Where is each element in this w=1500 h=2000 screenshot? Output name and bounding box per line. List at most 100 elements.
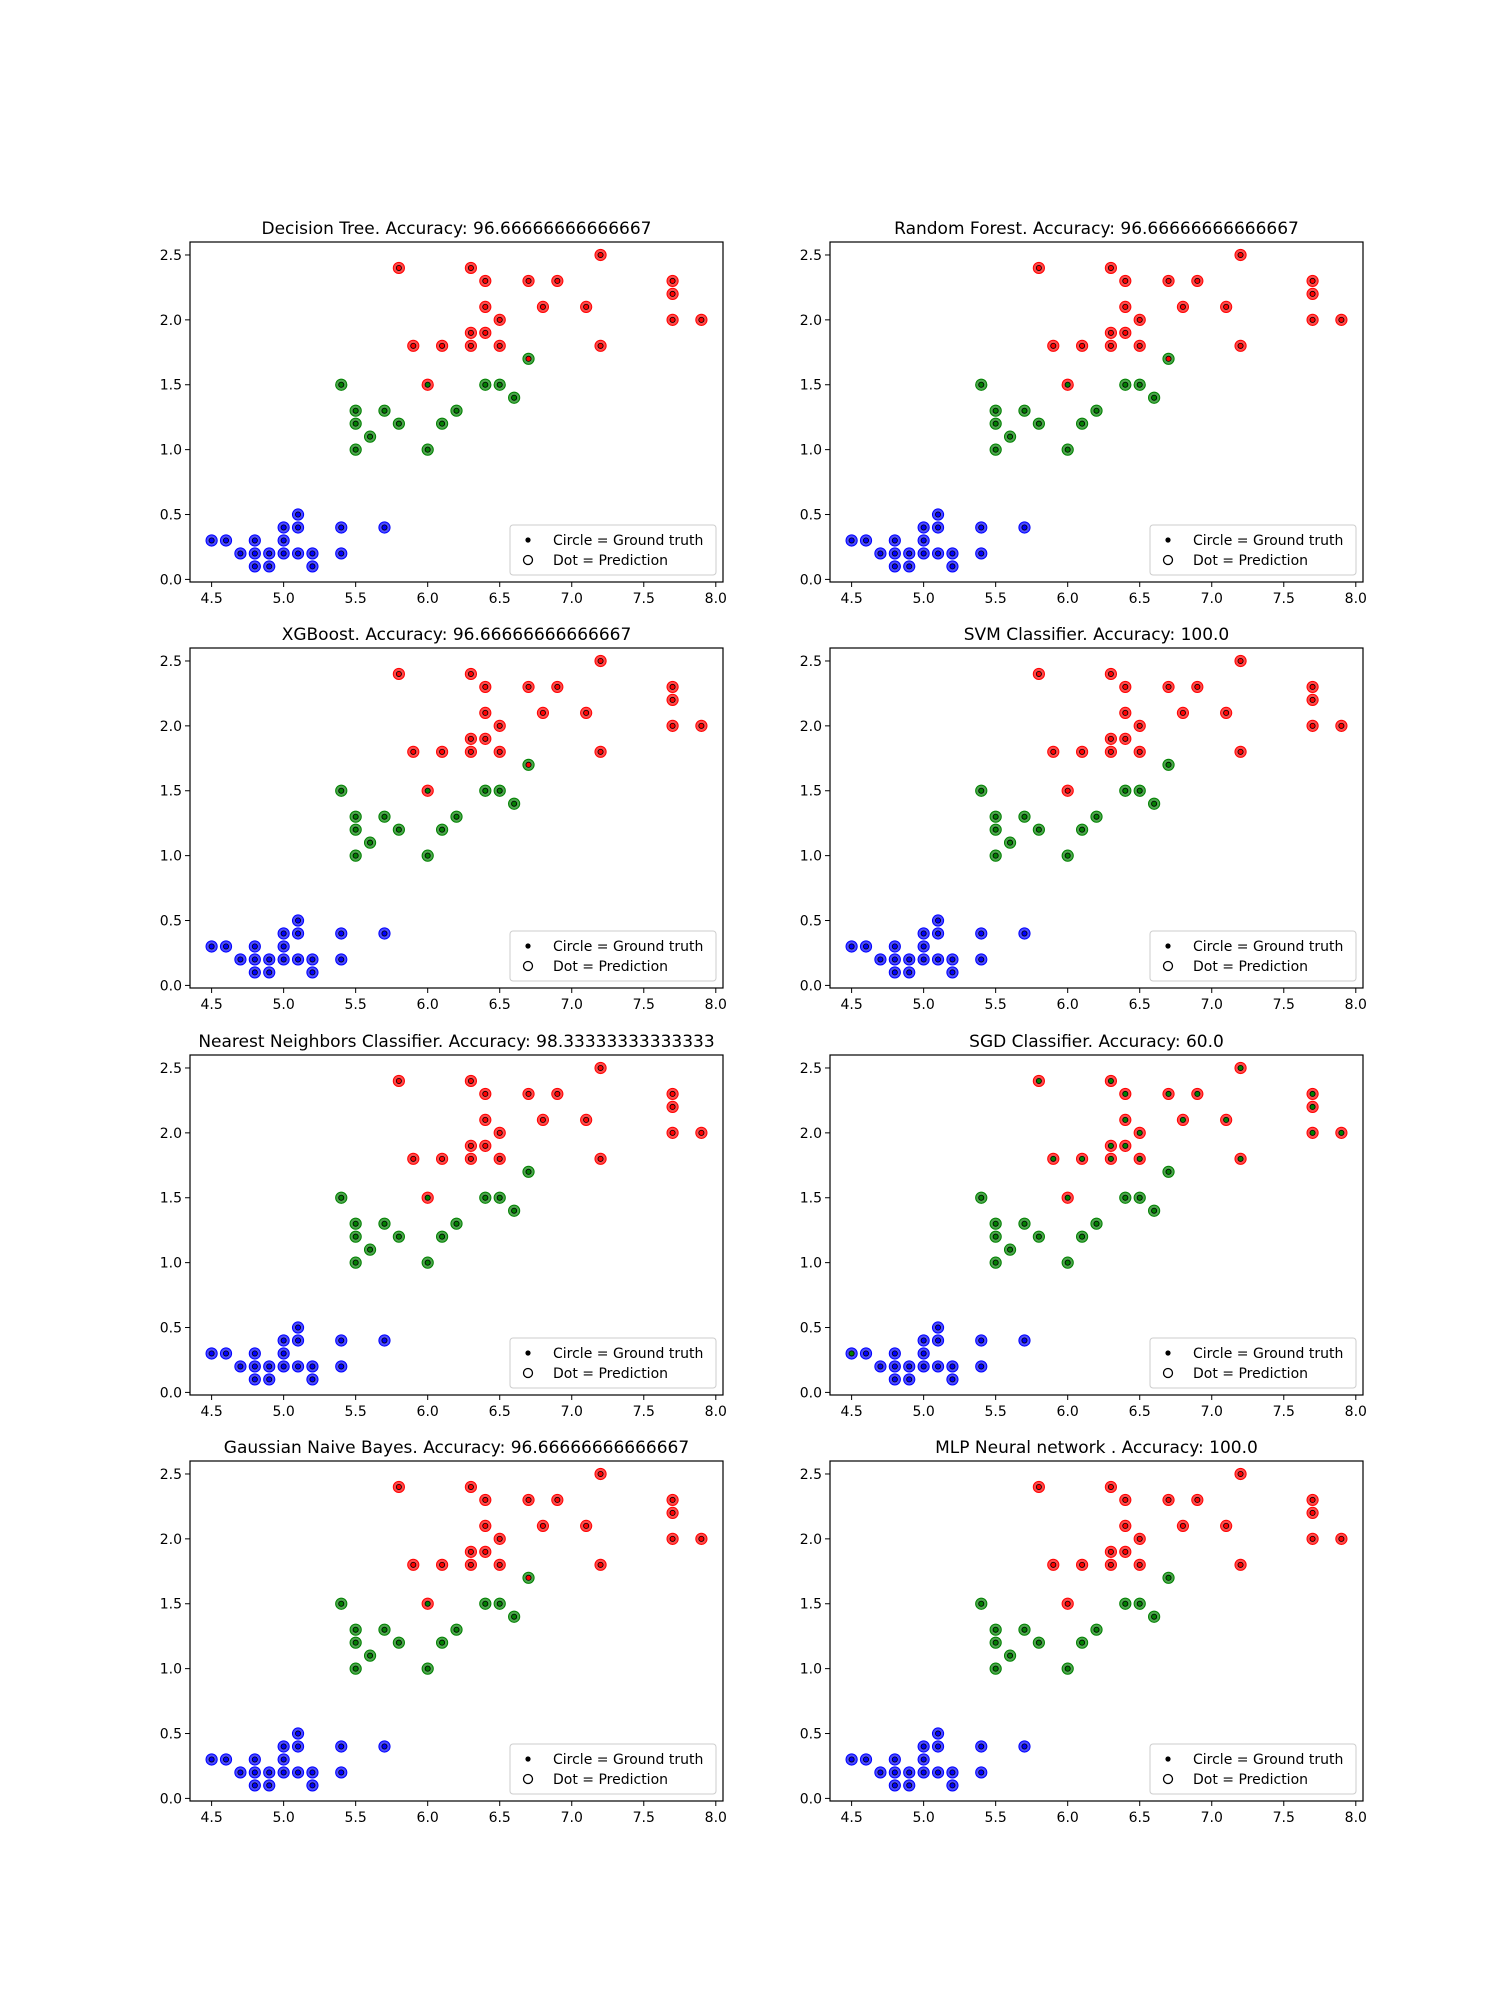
y-tick-label: 0.5 xyxy=(800,914,822,930)
prediction-point xyxy=(1093,1626,1100,1633)
prediction-point xyxy=(1107,748,1114,755)
subplot-4: SVM Classifier. Accuracy: 100.0 4.5 5.0 5.5… xyxy=(800,625,1367,1013)
prediction-point xyxy=(525,1168,532,1175)
y-tick-label: 2.0 xyxy=(800,313,822,329)
prediction-point xyxy=(496,1535,503,1542)
prediction-point xyxy=(1309,696,1316,703)
prediction-point xyxy=(1309,1103,1316,1110)
prediction-point xyxy=(1122,1116,1129,1123)
prediction-point xyxy=(1136,787,1143,794)
prediction-point xyxy=(467,329,474,336)
prediction-point xyxy=(208,1350,215,1357)
prediction-point xyxy=(424,1600,431,1607)
prediction-point xyxy=(920,1769,927,1776)
prediction-point xyxy=(467,264,474,271)
prediction-point xyxy=(583,709,590,716)
prediction-point xyxy=(554,683,561,690)
prediction-point xyxy=(467,748,474,755)
prediction-point xyxy=(906,550,913,557)
prediction-point xyxy=(1007,1652,1014,1659)
prediction-point xyxy=(439,748,446,755)
prediction-point xyxy=(295,550,302,557)
prediction-point xyxy=(669,683,676,690)
x-tick-label: 5.0 xyxy=(273,997,295,1013)
plot-title: SGD Classifier. Accuracy: 60.0 xyxy=(969,1032,1224,1052)
prediction-point xyxy=(992,1665,999,1672)
prediction-point xyxy=(669,1090,676,1097)
prediction-point xyxy=(978,1743,985,1750)
prediction-point xyxy=(295,917,302,924)
prediction-point xyxy=(496,1155,503,1162)
prediction-point xyxy=(935,1324,942,1331)
prediction-point xyxy=(439,1561,446,1568)
prediction-point xyxy=(992,1626,999,1633)
prediction-point xyxy=(1194,277,1201,284)
axes-frame xyxy=(189,1054,724,1396)
prediction-point xyxy=(1079,1233,1086,1240)
prediction-point xyxy=(992,446,999,453)
y-tick-label: 1.0 xyxy=(800,443,822,459)
legend-marker-circle xyxy=(1162,554,1174,566)
prediction-point xyxy=(482,329,489,336)
x-tick-label: 7.5 xyxy=(633,997,655,1013)
x-tick-label: 6.5 xyxy=(1129,1810,1151,1826)
prediction-point xyxy=(1021,1743,1028,1750)
x-tick-label: 4.5 xyxy=(200,1404,222,1420)
prediction-point xyxy=(352,852,359,859)
prediction-point xyxy=(669,277,676,284)
prediction-point xyxy=(1136,342,1143,349)
prediction-point xyxy=(266,956,273,963)
prediction-point xyxy=(338,1363,345,1370)
prediction-point xyxy=(1309,1509,1316,1516)
prediction-point xyxy=(525,683,532,690)
prediction-point xyxy=(1136,1194,1143,1201)
prediction-point xyxy=(223,1350,230,1357)
prediction-point xyxy=(482,787,489,794)
prediction-point xyxy=(266,1376,273,1383)
prediction-point xyxy=(1165,761,1172,768)
prediction-point xyxy=(511,800,518,807)
x-tick-label: 5.5 xyxy=(345,1810,367,1826)
prediction-point xyxy=(597,657,604,664)
prediction-point xyxy=(381,813,388,820)
prediction-point xyxy=(367,1246,374,1253)
x-tick-label: 7.0 xyxy=(1201,1404,1223,1420)
prediction-point xyxy=(1021,1337,1028,1344)
prediction-point xyxy=(1122,381,1129,388)
prediction-point xyxy=(309,1769,316,1776)
prediction-point xyxy=(1122,1522,1129,1529)
prediction-point xyxy=(223,943,230,950)
legend-entry: Dot = Prediction xyxy=(1193,959,1308,975)
subplot-8: MLP Neural network . Accuracy: 100.0 4.5 5… xyxy=(800,1438,1367,1826)
prediction-point xyxy=(1122,735,1129,742)
prediction-point xyxy=(251,1376,258,1383)
prediction-point xyxy=(1122,1496,1129,1503)
prediction-point xyxy=(381,1743,388,1750)
x-tick-label: 4.5 xyxy=(200,997,222,1013)
prediction-point xyxy=(410,748,417,755)
prediction-point xyxy=(295,956,302,963)
x-tick-label: 8.0 xyxy=(1345,591,1367,607)
prediction-point xyxy=(280,537,287,544)
prediction-point xyxy=(978,1337,985,1344)
y-tick-label: 0.5 xyxy=(800,1727,822,1743)
prediction-point xyxy=(511,1613,518,1620)
prediction-point xyxy=(395,1233,402,1240)
prediction-point xyxy=(439,1639,446,1646)
prediction-point xyxy=(251,537,258,544)
prediction-point xyxy=(1050,1155,1057,1162)
legend-marker-circle xyxy=(1162,960,1174,972)
prediction-point xyxy=(251,550,258,557)
prediction-point xyxy=(669,1103,676,1110)
y-tick-label: 2.5 xyxy=(160,248,182,264)
prediction-point xyxy=(251,1782,258,1789)
prediction-point xyxy=(439,826,446,833)
prediction-point xyxy=(410,342,417,349)
x-tick-label: 7.5 xyxy=(1273,1810,1295,1826)
prediction-point xyxy=(280,1769,287,1776)
x-tick-label: 6.0 xyxy=(1057,1810,1079,1826)
prediction-point xyxy=(1122,329,1129,336)
prediction-point xyxy=(906,969,913,976)
prediction-point xyxy=(920,956,927,963)
prediction-point xyxy=(1021,1220,1028,1227)
